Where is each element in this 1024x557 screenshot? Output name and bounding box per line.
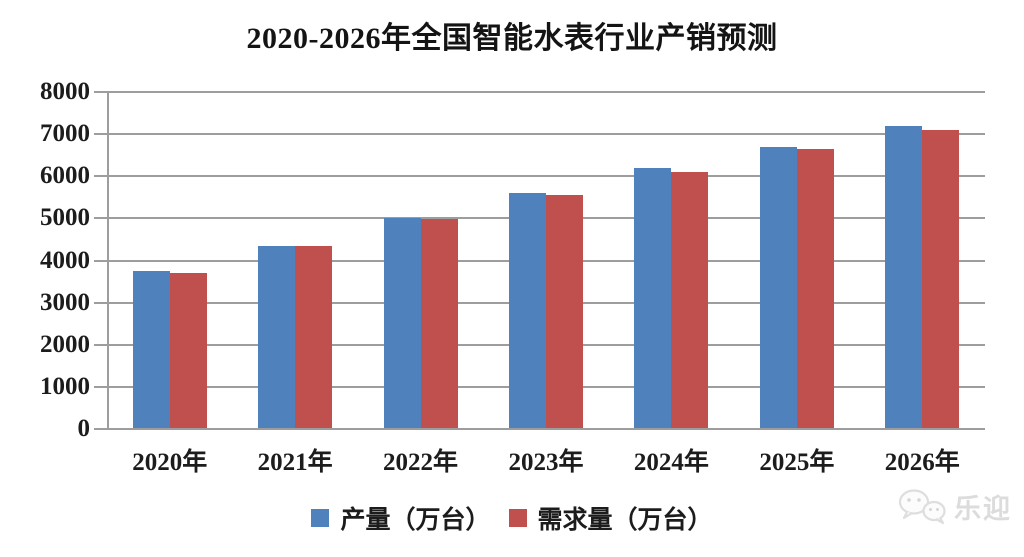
x-label-2020年: 2020年 (132, 449, 208, 476)
y-tick-1000 (94, 385, 107, 388)
gridline-6000 (107, 175, 985, 178)
y-tick-label-2000: 2000 (40, 330, 90, 358)
y-tick-4000 (94, 259, 107, 262)
gridline-7000 (107, 133, 985, 136)
y-tick-label-1000: 1000 (40, 372, 90, 400)
y-tick-label-0: 0 (77, 415, 91, 442)
bar-group-2024年 (609, 92, 734, 429)
y-tick-label-6000: 6000 (40, 162, 90, 190)
y-tick-2000 (94, 343, 107, 346)
legend-swatch-production (311, 509, 330, 527)
bar-demand-2024年 (671, 172, 709, 429)
bar-series (107, 92, 985, 429)
y-tick-7000 (94, 133, 107, 136)
legend-label-demand: 需求量（万台） (537, 507, 713, 534)
bar-production-2021年 (258, 245, 296, 429)
x-label-2023年: 2023年 (508, 449, 584, 476)
bar-production-2026年 (885, 125, 923, 429)
y-tick-label-3000: 3000 (40, 288, 90, 316)
bar-demand-2021年 (295, 245, 333, 429)
bar-demand-2025年 (796, 148, 834, 429)
legend: 产量（万台） 需求量（万台） (0, 498, 1024, 538)
y-tick-label-5000: 5000 (40, 204, 90, 232)
y-tick-8000 (94, 91, 107, 93)
x-axis-line (107, 428, 985, 430)
y-axis-line (107, 92, 109, 429)
bar-production-2024年 (634, 167, 672, 429)
chart-title: 2020-2026年全国智能水表行业产销预测 (246, 22, 778, 55)
bar-demand-2026年 (922, 129, 960, 429)
bar-production-2023年 (508, 193, 546, 429)
y-tick-label-8000: 8000 (40, 78, 90, 105)
bar-demand-2020年 (169, 273, 207, 429)
bar-production-2022年 (383, 218, 421, 429)
y-tick-0 (94, 428, 107, 430)
bar-group-2020年 (107, 92, 232, 429)
bar-production-2025年 (759, 146, 797, 429)
bar-group-2022年 (358, 92, 483, 429)
x-label-2025年: 2025年 (759, 449, 835, 476)
bar-production-2020年 (132, 271, 170, 429)
bar-group-2021年 (232, 92, 357, 429)
legend-label-production: 产量（万台） (340, 507, 491, 534)
plot-area (94, 91, 985, 430)
x-label-2021年: 2021年 (257, 449, 333, 476)
legend-swatch-demand (508, 509, 527, 527)
x-label-2024年: 2024年 (633, 449, 709, 476)
bar-demand-2022年 (420, 219, 458, 429)
y-tick-label-7000: 7000 (40, 120, 90, 148)
x-label-2026年: 2026年 (884, 449, 960, 476)
y-axis-labels: 0 1000 2000 3000 4000 5000 6000 7000 8000 (14, 79, 90, 442)
gridline-8000 (107, 91, 985, 93)
y-tick-label-4000: 4000 (40, 246, 90, 274)
x-axis-labels: 2020年 2021年 2022年 2023年 2024年 2025年 2026年 (107, 442, 985, 478)
bar-group-2026年 (860, 92, 985, 429)
bar-demand-2023年 (545, 195, 583, 429)
legend-item-demand: 需求量（万台） (508, 500, 713, 536)
x-label-2022年: 2022年 (383, 449, 459, 476)
bar-group-2023年 (483, 92, 608, 429)
y-tick-5000 (94, 217, 107, 220)
y-tick-3000 (94, 301, 107, 304)
legend-item-production: 产量（万台） (311, 500, 491, 536)
y-tick-6000 (94, 175, 107, 178)
bar-group-2025年 (734, 92, 859, 429)
